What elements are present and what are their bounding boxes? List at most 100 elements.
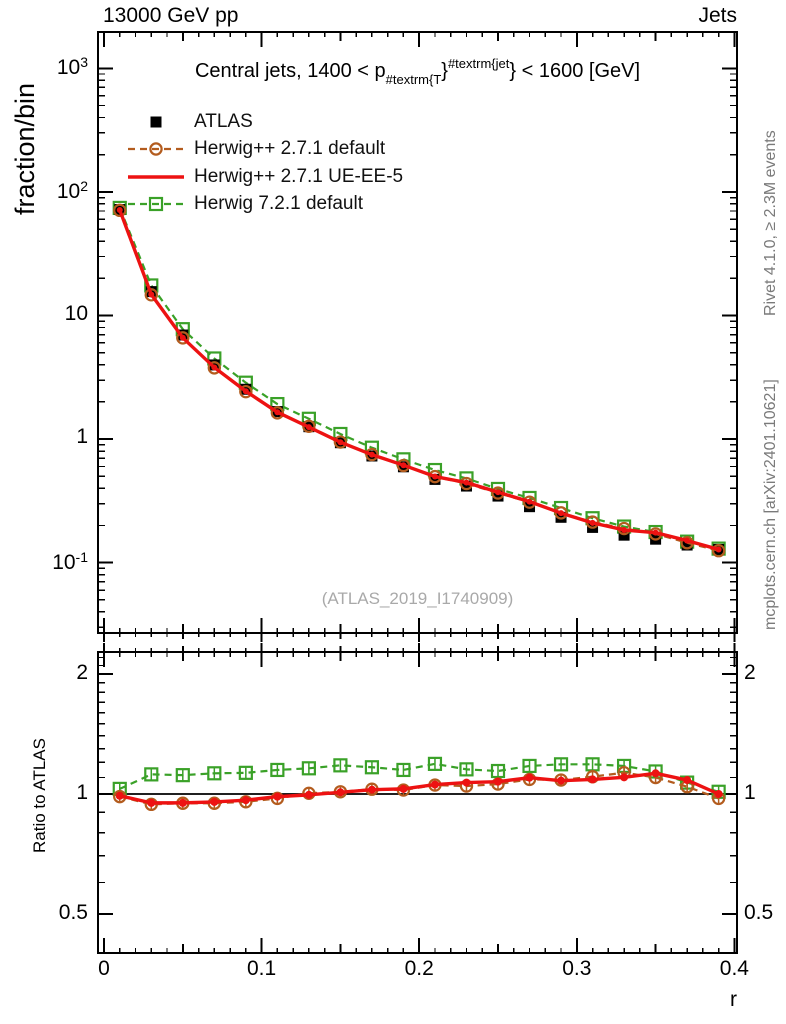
legend-marker-herwig-2-7-1-default bbox=[128, 142, 184, 156]
marker-herwig-2-7-1-ue-ee-5 bbox=[715, 546, 722, 553]
ratio-y-tick-label-left-1: 1 bbox=[76, 781, 88, 804]
ratio-marker-herwig-7-2-1-default bbox=[333, 758, 348, 773]
legend-label-atlas: ATLAS bbox=[194, 110, 253, 132]
marker-herwig-2-7-1-ue-ee-5 bbox=[148, 291, 155, 298]
marker-herwig-2-7-1-default bbox=[711, 544, 726, 558]
marker-herwig-2-7-1-default bbox=[113, 203, 127, 218]
marker-herwig-2-7-1-ue-ee-5 bbox=[526, 498, 533, 505]
top-y-tick-label-1: 1 bbox=[76, 425, 88, 449]
plot-title-brace2: } bbox=[509, 60, 517, 82]
ratio-y-tick-label-right-2: 2 bbox=[744, 660, 756, 684]
ratio-marker-herwig-2-7-1-ue-ee-5 bbox=[367, 785, 376, 794]
analysis-category-label: Jets bbox=[698, 4, 737, 27]
marker-herwig-2-7-1-ue-ee-5 bbox=[495, 489, 501, 496]
legend-entry-atlas: ATLAS bbox=[126, 108, 403, 136]
ratio-marker-herwig-2-7-1-ue-ee-5 bbox=[620, 773, 629, 782]
legend-marker-herwig-2-7-1-ue-ee-5 bbox=[128, 175, 184, 179]
marker-herwig-2-7-1-ue-ee-5 bbox=[274, 409, 281, 416]
ratio-marker-herwig-2-7-1-ue-ee-5 bbox=[651, 769, 660, 778]
marker-herwig-2-7-1-ue-ee-5 bbox=[368, 451, 375, 458]
ratio-marker-herwig-2-7-1-ue-ee-5 bbox=[494, 777, 502, 786]
ratio-marker-herwig-2-7-1-ue-ee-5 bbox=[430, 780, 439, 789]
marker-herwig-2-7-1-default bbox=[270, 406, 285, 420]
x-tick-label-0-1: 0.1 bbox=[246, 957, 277, 980]
marker-herwig-2-7-1-default bbox=[239, 384, 253, 399]
marker-herwig-2-7-1-default bbox=[176, 331, 190, 345]
ratio-marker-herwig-2-7-1-ue-ee-5 bbox=[557, 776, 566, 785]
ratio-marker-herwig-2-7-1-ue-ee-5 bbox=[399, 784, 408, 793]
plot-title-subscript: #textrm{T bbox=[385, 72, 442, 87]
ratio-marker-herwig-2-7-1-ue-ee-5 bbox=[714, 790, 723, 798]
ratio-marker-herwig-7-2-1-default bbox=[459, 762, 474, 777]
marker-herwig-2-7-1-default bbox=[554, 506, 568, 520]
ratio-marker-herwig-2-7-1-ue-ee-5 bbox=[178, 798, 187, 807]
marker-herwig-2-7-1-default bbox=[333, 435, 348, 449]
legend-entry-herwig-7-2-1-default: Herwig 7.2.1 default bbox=[126, 191, 403, 219]
ratio-y-tick-label-left-2: 2 bbox=[76, 660, 88, 684]
ratio-marker-herwig-7-2-1-default bbox=[238, 765, 253, 780]
marker-herwig-2-7-1-ue-ee-5 bbox=[337, 439, 344, 446]
plot-title-superscript: #textrm{jet bbox=[447, 56, 510, 71]
marker-atlas bbox=[460, 480, 472, 492]
series-herwig-2-7-1-default-top bbox=[113, 203, 726, 558]
top-y-tick-label-10: 10 bbox=[64, 301, 88, 325]
x-tick-label-0-4: 0.4 bbox=[719, 957, 749, 980]
x-axis-title: r bbox=[730, 988, 737, 1011]
beam-energy-label: 13000 GeV pp bbox=[103, 4, 239, 27]
marker-herwig-2-7-1-ue-ee-5 bbox=[652, 529, 659, 536]
marker-herwig-2-7-1-default bbox=[144, 288, 158, 302]
line-herwig-7-2-1-default bbox=[118, 207, 719, 550]
marker-herwig-2-7-1-ue-ee-5 bbox=[684, 537, 691, 544]
top-y-tick-label-10-1: 10-1 bbox=[52, 548, 88, 574]
series-herwig-2-7-1-ue-ee-5-top bbox=[116, 207, 722, 553]
ratio-y-tick-label-right-0-5: 0.5 bbox=[744, 901, 774, 925]
series-herwig-7-2-1-default-top bbox=[112, 200, 726, 556]
ratio-marker-herwig-2-7-1-ue-ee-5 bbox=[462, 778, 471, 787]
ratio-marker-herwig-2-7-1-ue-ee-5 bbox=[273, 792, 282, 801]
legend-entry-herwig-2-7-1-ue-ee-5: Herwig++ 2.7.1 UE-EE-5 bbox=[126, 163, 403, 191]
ratio-marker-herwig-2-7-1-ue-ee-5 bbox=[241, 796, 250, 805]
marker-herwig-2-7-1-ue-ee-5 bbox=[242, 388, 249, 395]
top-y-tick-label-10-3: 103 bbox=[56, 54, 88, 80]
ratio-marker-herwig-7-2-1-default bbox=[364, 760, 380, 775]
ratio-marker-herwig-2-7-1-ue-ee-5 bbox=[304, 790, 313, 799]
ratio-marker-herwig-2-7-1-ue-ee-5 bbox=[210, 797, 219, 806]
ratio-marker-herwig-2-7-1-ue-ee-5 bbox=[525, 773, 534, 782]
plot-title-brace1: } bbox=[441, 60, 448, 82]
marker-atlas bbox=[555, 511, 567, 523]
ratio-marker-herwig-2-7-1-ue-ee-5 bbox=[588, 775, 597, 784]
ratio-marker-herwig-7-2-1-default bbox=[270, 762, 285, 778]
ratio-marker-herwig-2-7-1-ue-ee-5 bbox=[115, 791, 124, 800]
ratio-marker-herwig-7-2-1-default bbox=[522, 758, 537, 774]
series-herwig-2-7-1-ue-ee-5-ratio bbox=[115, 769, 723, 807]
marker-herwig-2-7-1-default bbox=[207, 361, 222, 375]
ratio-y-tick-label-right-1: 1 bbox=[744, 781, 756, 804]
marker-herwig-2-7-1-ue-ee-5 bbox=[589, 519, 596, 526]
top-panel-frame bbox=[97, 31, 738, 634]
marker-herwig-2-7-1-ue-ee-5 bbox=[463, 479, 470, 486]
marker-herwig-2-7-1-ue-ee-5 bbox=[116, 207, 123, 214]
axis-ticks bbox=[98, 32, 737, 954]
ratio-marker-herwig-7-2-1-default bbox=[175, 768, 190, 783]
legend-label-herwig-2-7-1-ue-ee-5: Herwig++ 2.7.1 UE-EE-5 bbox=[194, 165, 404, 187]
legend-marker-herwig-7-2-1-default bbox=[128, 197, 184, 212]
legend-marker-atlas bbox=[150, 116, 162, 128]
marker-atlas bbox=[681, 539, 693, 551]
rivet-version-sidenote: Rivet 4.1.0, ≥ 2.3M events bbox=[762, 130, 779, 316]
ratio-marker-herwig-7-2-1-default bbox=[144, 767, 159, 782]
marker-atlas bbox=[492, 490, 504, 502]
legend-label-herwig-2-7-1-default: Herwig++ 2.7.1 default bbox=[194, 138, 386, 160]
marker-herwig-2-7-1-ue-ee-5 bbox=[621, 526, 628, 533]
plot-title-prefix: Central jets, 1400 < p bbox=[194, 60, 386, 82]
series-atlas-top bbox=[114, 204, 725, 555]
marker-herwig-2-7-1-default bbox=[365, 447, 379, 462]
legend-label-herwig-7-2-1-default: Herwig 7.2.1 default bbox=[194, 193, 363, 215]
ratio-marker-herwig-2-7-1-ue-ee-5 bbox=[336, 788, 345, 797]
ratio-marker-herwig-7-2-1-default bbox=[207, 766, 222, 781]
ratio-line-herwig-2-7-1-ue-ee-5 bbox=[119, 771, 720, 805]
ratio-panel-frame bbox=[97, 651, 738, 954]
x-tick-label-0-3: 0.3 bbox=[562, 957, 592, 980]
ratio-marker-herwig-7-2-1-default bbox=[396, 762, 411, 778]
line-herwig-2-7-1-ue-ee-5 bbox=[118, 209, 720, 552]
